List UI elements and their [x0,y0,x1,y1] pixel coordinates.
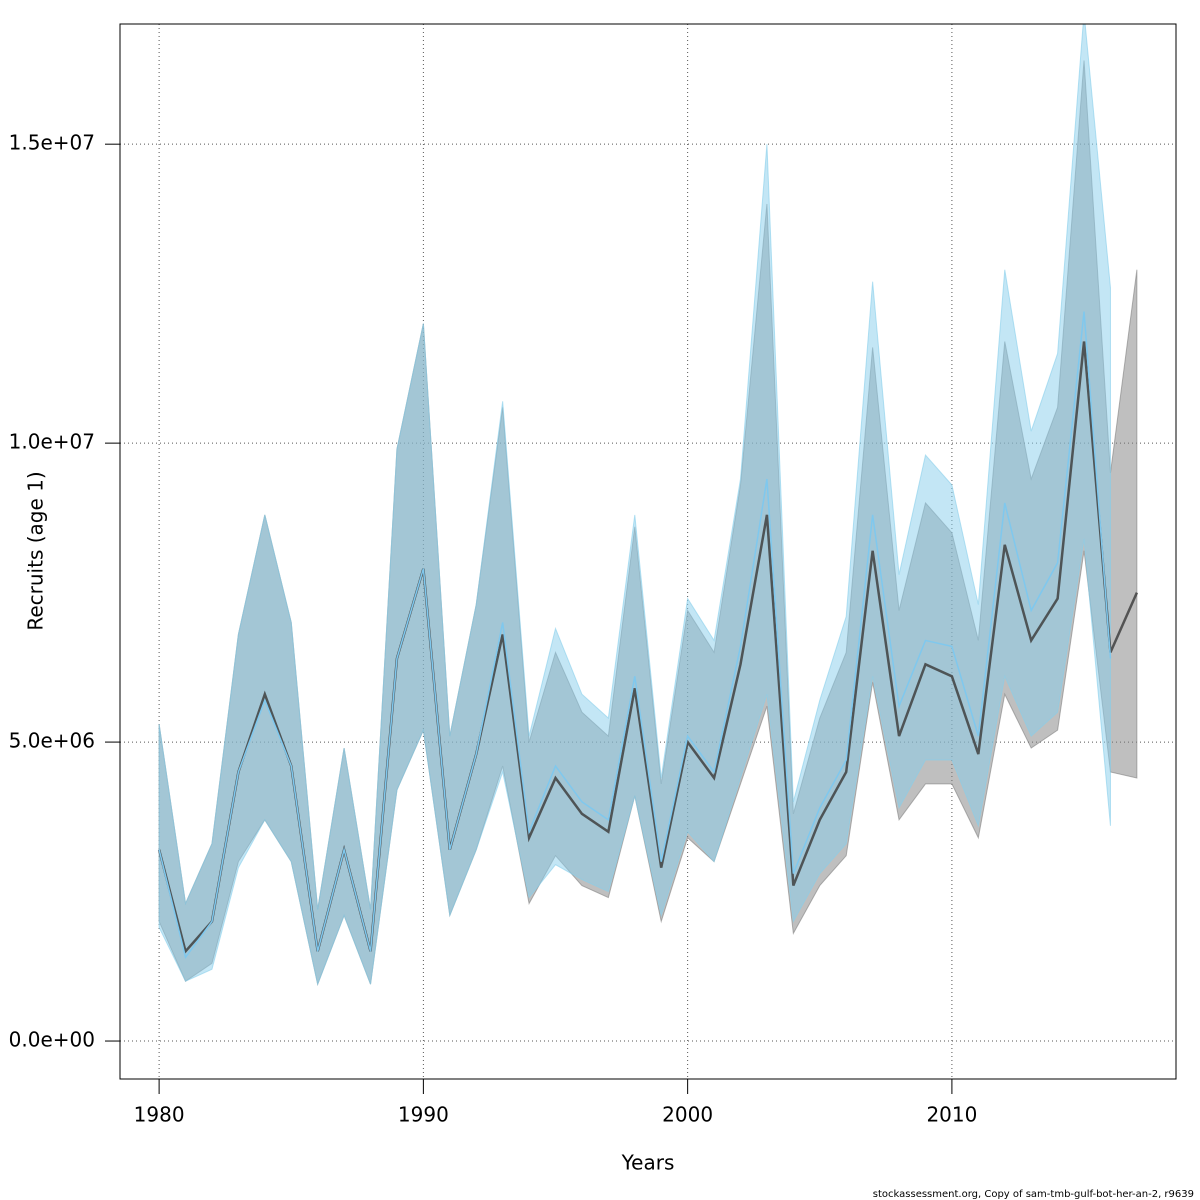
x-tick-label: 1990 [398,1103,449,1127]
plot-frame [119,23,1177,1080]
y-axis-label: Recruits (age 1) [24,471,48,630]
y-tick-label: 1.5e+07 [9,131,95,155]
x-tick-label: 2000 [662,1103,713,1127]
x-axis-label: Years [621,1151,675,1175]
y-tick-label: 5.0e+06 [9,729,95,753]
y-tick-label: 1.0e+07 [9,430,95,454]
footer: stockassessment.org, Copy of sam-tmb-gul… [873,1189,1194,1200]
x-tick-label: 2010 [926,1103,977,1127]
y-tick-label: 0.0e+00 [9,1028,95,1052]
series-line [158,311,1112,960]
confidence-band [158,24,1111,986]
plot-area [120,24,1176,1079]
x-tick-label: 1980 [134,1103,185,1127]
